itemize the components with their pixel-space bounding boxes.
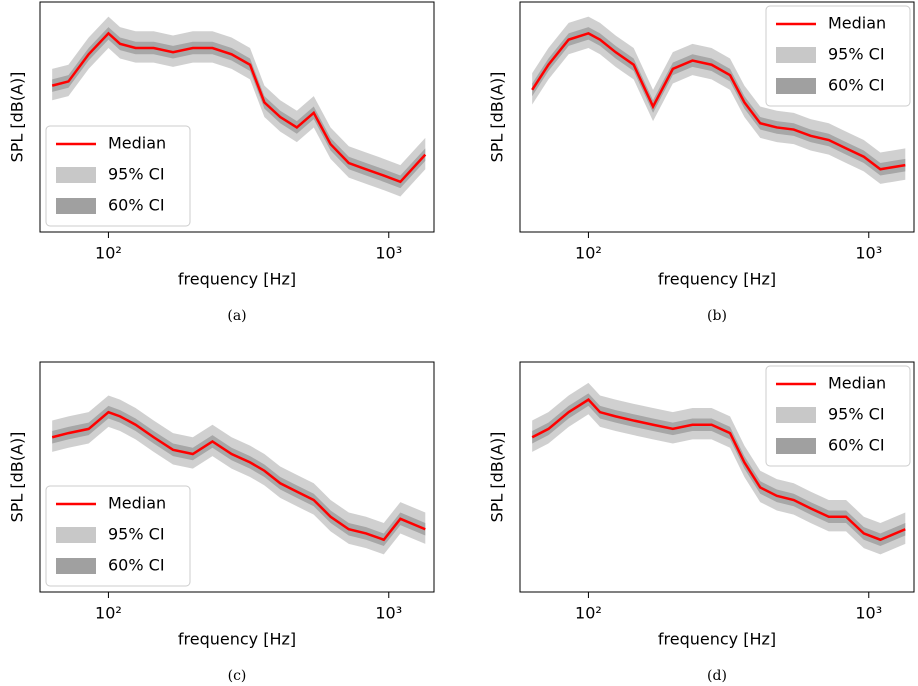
y-axis-label: SPL [dB(A)] [8, 432, 27, 523]
x-axis-label: frequency [Hz] [658, 270, 776, 289]
legend-swatch [56, 198, 96, 214]
plot-area [531, 16, 906, 184]
legend-label: 60% CI [828, 76, 885, 95]
subplot: 10² 10³ frequency [Hz] SPL [dB(A)] (b) Median… [488, 1, 915, 324]
x-tick-label: 10³ [855, 604, 882, 623]
legend-label: 95% CI [108, 165, 165, 184]
legend-label: Median [828, 374, 886, 393]
legend: Median 95% CI 60% CI [45, 125, 191, 227]
axes-frame [39, 1, 435, 233]
x-tick-label: 10² [95, 244, 122, 263]
subplot: 10² 10³ frequency [Hz] SPL [dB(A)] (c) Median… [8, 361, 435, 684]
legend-label: Median [108, 134, 166, 153]
legend-swatch [776, 78, 816, 94]
median-line [51, 31, 427, 184]
subplot: 10² 10³ frequency [Hz] SPL [dB(A)] (d) Median… [488, 361, 915, 684]
legend-swatch [776, 47, 816, 63]
legend-swatch [776, 438, 816, 454]
legend-label: 95% CI [108, 525, 165, 544]
x-tick-label: 10³ [375, 604, 402, 623]
legend-swatch [56, 558, 96, 574]
legend-label: Median [108, 494, 166, 513]
median-line [51, 410, 426, 542]
plot-area [51, 395, 426, 555]
legend-label: 95% CI [828, 405, 885, 424]
legend-swatch [56, 527, 96, 543]
ci-band [532, 27, 906, 176]
x-tick-label: 10³ [375, 244, 402, 263]
axes-frame [519, 1, 915, 233]
legend: Median 95% CI 60% CI [765, 365, 911, 467]
legend-label: 95% CI [828, 45, 885, 64]
x-axis-label: frequency [Hz] [178, 270, 296, 289]
legend-swatch [776, 407, 816, 423]
x-axis-label: frequency [Hz] [178, 630, 296, 649]
median-line [531, 32, 906, 171]
legend: Median 95% CI 60% CI [45, 485, 191, 587]
caption: (a) [227, 308, 246, 324]
legend-label: 60% CI [108, 556, 165, 575]
caption: (d) [707, 668, 727, 684]
ci-band [52, 27, 426, 189]
caption: (c) [228, 668, 247, 684]
legend-swatch [56, 167, 96, 183]
legend-label: 60% CI [108, 196, 165, 215]
x-tick-label: 10³ [855, 244, 882, 263]
y-axis-label: SPL [dB(A)] [488, 72, 507, 163]
x-axis-label: frequency [Hz] [658, 630, 776, 649]
x-tick-label: 10² [575, 244, 602, 263]
plot-area [531, 382, 906, 555]
subplot: 10² 10³ frequency [Hz] SPL [dB(A)] (a) Median… [8, 1, 435, 324]
legend-label: 60% CI [828, 436, 885, 455]
x-tick-label: 10² [575, 604, 602, 623]
x-tick-label: 10² [95, 604, 122, 623]
ci-band [52, 405, 426, 546]
caption: (b) [707, 308, 727, 324]
axes-frame [39, 361, 435, 593]
legend: Median 95% CI 60% CI [765, 5, 911, 107]
axes-frame [519, 361, 915, 593]
legend-label: Median [828, 14, 886, 33]
plot-area [51, 16, 427, 197]
y-axis-label: SPL [dB(A)] [488, 432, 507, 523]
y-axis-label: SPL [dB(A)] [8, 72, 27, 163]
median-line [531, 398, 906, 542]
